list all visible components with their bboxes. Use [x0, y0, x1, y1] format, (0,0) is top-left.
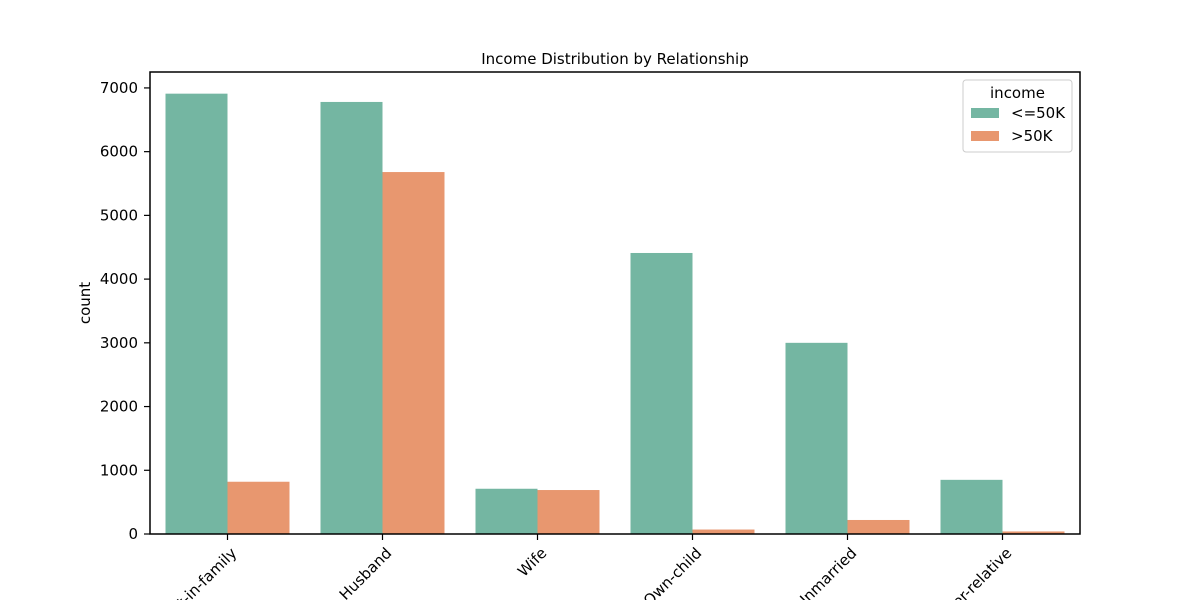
legend-label-1: <=50K: [1011, 104, 1066, 122]
y-tick-label: 1000: [100, 461, 138, 479]
bar-unmarried-series-1: [785, 342, 848, 534]
bar-own-child-series-1: [630, 252, 693, 534]
bar-not-in-family-series-1: [165, 93, 228, 535]
x-tick-label-other-relative: Other-relative: [929, 544, 1015, 600]
bar-not-in-family-series-2: [227, 481, 290, 534]
bar-unmarried-series-2: [847, 519, 910, 534]
bar-husband-series-2: [382, 172, 445, 535]
y-axis-ticks: 0 1000 2000 3000 4000 5000 6000 7000: [100, 79, 150, 543]
bar-wife-series-2: [537, 490, 600, 534]
y-tick-label: 7000: [100, 79, 138, 97]
y-tick-label: 2000: [100, 398, 138, 416]
chart-title: Income Distribution by Relationship: [481, 50, 749, 68]
x-tick-label-not-in-family: Not-in-family: [159, 544, 240, 600]
x-tick-label-husband: Husband: [336, 544, 396, 600]
x-axis-ticks: Not-in-family Husband Wife Own-child Unmarri…: [159, 534, 1015, 600]
legend-swatch-1: [971, 108, 999, 118]
bar-other-relative-series-2: [1002, 531, 1065, 534]
y-tick-label: 5000: [100, 206, 138, 224]
bar-husband-series-1: [320, 101, 383, 534]
y-tick-label: 4000: [100, 270, 138, 288]
y-axis-label: count: [76, 282, 94, 324]
legend-items: <=50K >50K: [971, 104, 1066, 145]
y-tick-label: 0: [128, 525, 138, 543]
bar-wife-series-1: [475, 488, 538, 534]
x-tick-label-unmarried: Unmarried: [792, 544, 861, 600]
bar-own-child-series-2: [692, 529, 755, 534]
legend-label-2: >50K: [1011, 127, 1054, 145]
legend: income <=50K >50K: [962, 79, 1073, 153]
y-tick-label: 3000: [100, 334, 138, 352]
legend-swatch-2: [971, 131, 999, 141]
plot-frame: [149, 71, 1081, 535]
bars-group: [165, 93, 1065, 535]
x-tick-label-wife: Wife: [514, 544, 550, 580]
legend-title: income: [990, 84, 1045, 102]
bar-other-relative-series-1: [940, 479, 1003, 534]
x-tick-label-own-child: Own-child: [640, 544, 705, 600]
y-tick-label: 6000: [100, 143, 138, 161]
